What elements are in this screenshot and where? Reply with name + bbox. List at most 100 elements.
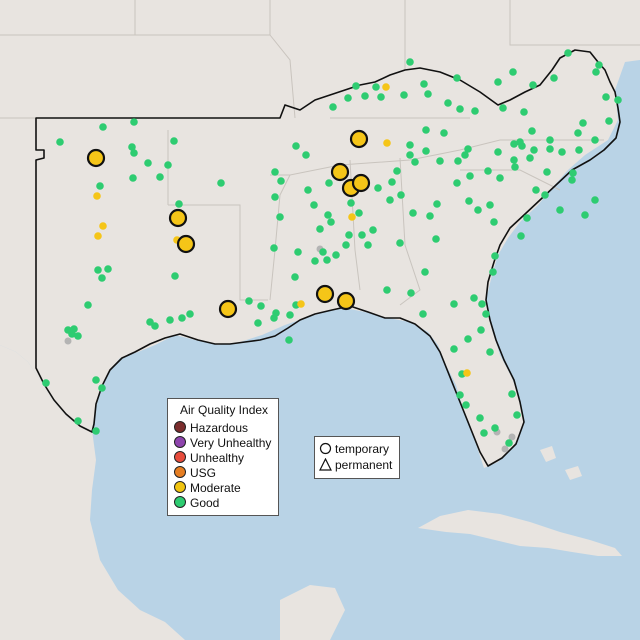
- monitor-marker-good-16[interactable]: [217, 179, 225, 187]
- temporary-monitor-moderate-188[interactable]: [349, 129, 369, 149]
- monitor-marker-good-145[interactable]: [383, 286, 391, 294]
- monitor-marker-good-22[interactable]: [84, 301, 92, 309]
- monitor-marker-good-93[interactable]: [564, 49, 572, 57]
- monitor-marker-good-146[interactable]: [407, 289, 415, 297]
- monitor-marker-good-29[interactable]: [98, 384, 106, 392]
- monitor-marker-good-95[interactable]: [592, 68, 600, 76]
- monitor-marker-good-30[interactable]: [74, 417, 82, 425]
- monitor-marker-good-169[interactable]: [591, 196, 599, 204]
- monitor-marker-good-100[interactable]: [591, 136, 599, 144]
- monitor-marker-good-46[interactable]: [291, 273, 299, 281]
- monitor-marker-good-157[interactable]: [462, 401, 470, 409]
- monitor-marker-good-111[interactable]: [496, 174, 504, 182]
- monitor-marker-good-162[interactable]: [505, 439, 513, 447]
- monitor-marker-good-120[interactable]: [406, 151, 414, 159]
- monitor-marker-moderate-182[interactable]: [382, 83, 390, 91]
- monitor-marker-moderate-183[interactable]: [297, 300, 305, 308]
- monitor-marker-good-50[interactable]: [323, 256, 331, 264]
- monitor-marker-good-83[interactable]: [453, 74, 461, 82]
- monitor-marker-good-90[interactable]: [509, 68, 517, 76]
- monitor-marker-good-59[interactable]: [324, 211, 332, 219]
- monitor-marker-good-79[interactable]: [400, 91, 408, 99]
- monitor-marker-good-32[interactable]: [171, 272, 179, 280]
- monitor-marker-good-116[interactable]: [464, 145, 472, 153]
- monitor-marker-good-128[interactable]: [409, 209, 417, 217]
- monitor-marker-good-88[interactable]: [520, 108, 528, 116]
- monitor-marker-good-103[interactable]: [546, 145, 554, 153]
- monitor-marker-good-15[interactable]: [156, 173, 164, 181]
- monitor-marker-good-72[interactable]: [302, 151, 310, 159]
- monitor-marker-good-153[interactable]: [464, 335, 472, 343]
- monitor-marker-moderate-177[interactable]: [99, 222, 107, 230]
- monitor-marker-good-143[interactable]: [432, 235, 440, 243]
- monitor-marker-good-108[interactable]: [510, 156, 518, 164]
- monitor-marker-good-70[interactable]: [304, 186, 312, 194]
- monitor-marker-good-142[interactable]: [421, 268, 429, 276]
- monitor-marker-good-48[interactable]: [311, 257, 319, 265]
- monitor-marker-good-37[interactable]: [166, 316, 174, 324]
- monitor-marker-good-12[interactable]: [164, 161, 172, 169]
- monitor-marker-moderate-180[interactable]: [348, 213, 356, 221]
- monitor-marker-good-13[interactable]: [96, 182, 104, 190]
- monitor-marker-good-57[interactable]: [316, 225, 324, 233]
- monitor-marker-good-58[interactable]: [327, 218, 335, 226]
- monitor-marker-missing-3[interactable]: [501, 445, 509, 453]
- monitor-marker-good-147[interactable]: [419, 310, 427, 318]
- monitor-marker-good-110[interactable]: [511, 163, 519, 171]
- monitor-marker-good-158[interactable]: [476, 414, 484, 422]
- monitor-marker-good-45[interactable]: [285, 336, 293, 344]
- monitor-marker-good-130[interactable]: [433, 200, 441, 208]
- monitor-marker-good-76[interactable]: [352, 82, 360, 90]
- monitor-marker-good-104[interactable]: [546, 136, 554, 144]
- monitor-marker-good-167[interactable]: [574, 129, 582, 137]
- monitor-marker-good-36[interactable]: [151, 322, 159, 330]
- monitor-marker-good-9[interactable]: [128, 143, 136, 151]
- monitor-marker-good-154[interactable]: [486, 348, 494, 356]
- monitor-marker-good-7[interactable]: [130, 118, 138, 126]
- monitor-marker-moderate-181[interactable]: [383, 139, 391, 147]
- monitor-marker-good-65[interactable]: [271, 168, 279, 176]
- monitor-marker-good-168[interactable]: [530, 146, 538, 154]
- monitor-marker-good-78[interactable]: [377, 93, 385, 101]
- monitor-marker-good-86[interactable]: [471, 107, 479, 115]
- monitor-marker-good-26[interactable]: [74, 332, 82, 340]
- monitor-marker-good-40[interactable]: [254, 319, 262, 327]
- monitor-marker-good-123[interactable]: [436, 157, 444, 165]
- monitor-marker-good-152[interactable]: [477, 326, 485, 334]
- monitor-marker-good-136[interactable]: [523, 214, 531, 222]
- monitor-marker-good-64[interactable]: [310, 201, 318, 209]
- monitor-marker-missing-1[interactable]: [64, 337, 72, 345]
- monitor-marker-good-91[interactable]: [529, 81, 537, 89]
- monitor-marker-good-73[interactable]: [329, 103, 337, 111]
- monitor-marker-good-21[interactable]: [98, 274, 106, 282]
- monitor-marker-good-69[interactable]: [270, 244, 278, 252]
- monitor-marker-moderate-176[interactable]: [93, 192, 101, 200]
- monitor-marker-good-102[interactable]: [558, 148, 566, 156]
- temporary-monitor-moderate-194[interactable]: [336, 291, 356, 311]
- monitor-marker-good-101[interactable]: [575, 146, 583, 154]
- temporary-monitor-moderate-191[interactable]: [351, 173, 371, 193]
- temporary-monitor-moderate-193[interactable]: [315, 284, 335, 304]
- monitor-marker-good-27[interactable]: [42, 379, 50, 387]
- monitor-marker-good-121[interactable]: [411, 158, 419, 166]
- monitor-marker-good-124[interactable]: [454, 157, 462, 165]
- monitor-marker-good-156[interactable]: [456, 391, 464, 399]
- temporary-monitor-moderate-187[interactable]: [176, 234, 196, 254]
- monitor-marker-good-150[interactable]: [478, 300, 486, 308]
- monitor-marker-good-119[interactable]: [406, 141, 414, 149]
- monitor-marker-good-49[interactable]: [319, 248, 327, 256]
- monitor-marker-good-89[interactable]: [494, 78, 502, 86]
- monitor-marker-good-39[interactable]: [257, 302, 265, 310]
- monitor-marker-good-25[interactable]: [70, 325, 78, 333]
- monitor-marker-good-80[interactable]: [406, 58, 414, 66]
- monitor-marker-good-114[interactable]: [453, 179, 461, 187]
- monitor-marker-good-144[interactable]: [396, 239, 404, 247]
- monitor-marker-good-54[interactable]: [369, 226, 377, 234]
- monitor-marker-good-53[interactable]: [364, 241, 372, 249]
- monitor-marker-good-173[interactable]: [581, 211, 589, 219]
- monitor-marker-good-99[interactable]: [579, 119, 587, 127]
- monitor-marker-good-75[interactable]: [361, 92, 369, 100]
- monitor-marker-good-140[interactable]: [491, 252, 499, 260]
- monitor-marker-good-11[interactable]: [144, 159, 152, 167]
- monitor-marker-good-166[interactable]: [528, 127, 536, 135]
